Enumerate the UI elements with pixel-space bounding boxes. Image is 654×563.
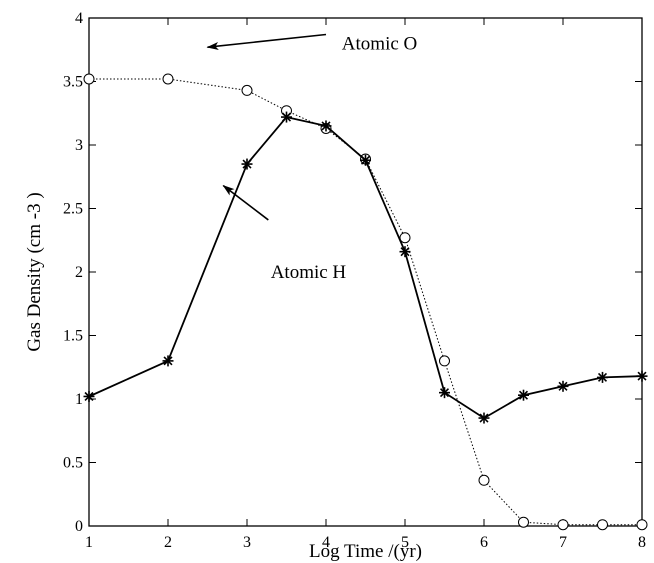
atomic-o-label: Atomic O — [342, 33, 417, 54]
atomic-h-arrow — [222, 185, 269, 221]
x-tick-label: 6 — [480, 534, 488, 551]
atomic-h-point — [241, 158, 253, 170]
atomic-h-point — [478, 412, 490, 424]
atomic-h-point — [557, 380, 569, 392]
atomic-o-line — [89, 78, 642, 526]
x-axis-title: Log Time /(yr) — [309, 541, 422, 562]
atomic-h-point — [597, 371, 608, 383]
atomic-h-point — [320, 120, 332, 132]
atomic-h-point — [83, 390, 95, 402]
atomic-h-point — [518, 389, 529, 401]
x-tick-label: 8 — [638, 534, 646, 551]
x-tick-label: 5 — [401, 534, 409, 551]
y-tick-label: 2.5 — [63, 201, 83, 218]
y-tick-label: 2 — [75, 264, 83, 281]
x-tick-label: 4 — [322, 534, 330, 551]
atomic-o-point — [557, 519, 569, 531]
y-axis-title: Gas Density (cm -3 ) — [24, 192, 45, 351]
y-tick-label: 3.5 — [63, 74, 83, 91]
atomic-o-point — [636, 519, 648, 531]
atomic-h-point — [162, 355, 174, 367]
x-tick-label: 3 — [243, 534, 251, 551]
y-tick-label: 4 — [75, 10, 83, 27]
atomic-o-point — [83, 73, 95, 85]
atomic-o-point — [399, 232, 411, 244]
y-tick-label: 3 — [75, 137, 83, 154]
atomic-h-point — [439, 387, 450, 399]
x-tick-label: 1 — [85, 534, 93, 551]
atomic-h-point — [399, 246, 411, 258]
plot-frame — [88, 17, 643, 527]
x-tick-label: 7 — [559, 534, 567, 551]
y-tick-label: 1 — [75, 391, 83, 408]
y-tick-label: 0 — [75, 518, 83, 535]
atomic-h-point — [636, 370, 648, 382]
atomic-o-point — [478, 474, 490, 486]
y-tick-label: 0.5 — [63, 455, 83, 472]
atomic-o-point — [518, 516, 529, 528]
atomic-h-point — [281, 111, 292, 123]
atomic-o-arrow — [206, 33, 327, 51]
y-tick-label: 1.5 — [63, 328, 83, 345]
x-tick-label: 2 — [164, 534, 172, 551]
atomic-o-point — [162, 73, 174, 85]
atomic-o-point — [439, 355, 450, 367]
atomic-h-point — [360, 154, 371, 166]
atomic-o-point — [241, 84, 253, 96]
atomic-h-label: Atomic H — [271, 262, 347, 283]
atomic-o-point — [597, 519, 608, 531]
